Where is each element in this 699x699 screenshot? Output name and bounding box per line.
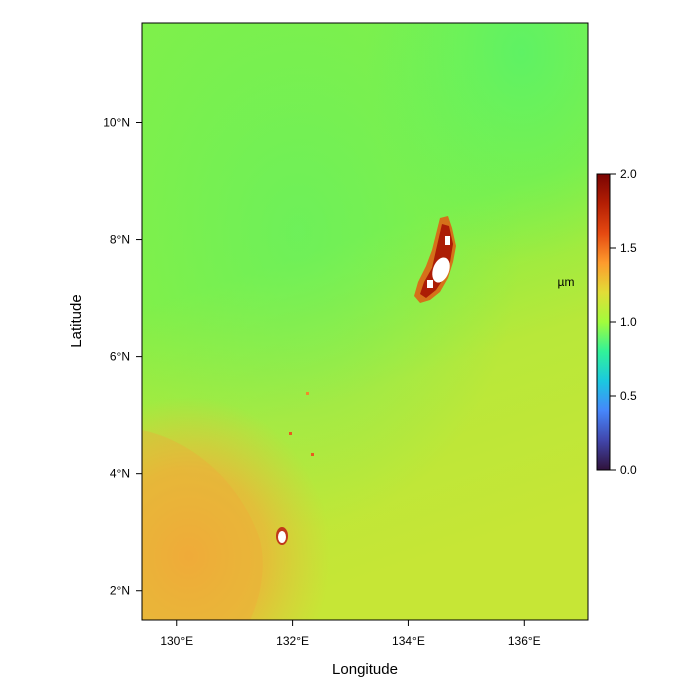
x-axis-title: Longitude bbox=[332, 661, 398, 678]
warm-region-southwest bbox=[142, 330, 401, 620]
x-tick-label: 130°E bbox=[160, 634, 193, 648]
island-south bbox=[276, 527, 288, 545]
hotspot-pixel bbox=[289, 432, 292, 435]
colorbar-ramp bbox=[597, 174, 610, 470]
y-tick-label: 4°N bbox=[110, 467, 130, 481]
colorbar-tick-label: 1.0 bbox=[620, 315, 637, 329]
hotspot-pixel bbox=[311, 453, 314, 456]
y-tick-label: 2°N bbox=[110, 584, 130, 598]
x-tick-label: 136°E bbox=[508, 634, 541, 648]
colorbar-tick-label: 0.5 bbox=[620, 389, 637, 403]
x-axis: 130°E 132°E 134°E 136°E bbox=[160, 620, 541, 648]
colorbar-ticks: 0.0 0.5 1.0 1.5 2.0 bbox=[610, 167, 637, 477]
colorbar: 0.0 0.5 1.0 1.5 2.0 µm bbox=[558, 167, 637, 477]
map-frame bbox=[141, 22, 589, 621]
island-palau-coast bbox=[420, 224, 453, 298]
colorbar-tick-label: 2.0 bbox=[620, 167, 637, 181]
island-palau bbox=[414, 216, 456, 303]
hotspot-pixel bbox=[306, 392, 309, 395]
island-south-land bbox=[278, 531, 286, 543]
y-axis: 2°N 4°N 6°N 8°N 10°N bbox=[103, 116, 142, 598]
x-tick-label: 134°E bbox=[392, 634, 425, 648]
map-panel bbox=[142, 23, 588, 620]
island-palau-land bbox=[432, 257, 450, 283]
island-palau-land-north bbox=[445, 236, 450, 245]
x-tick-label: 132°E bbox=[276, 634, 309, 648]
island-palau-land-south bbox=[427, 280, 433, 288]
y-tick-label: 8°N bbox=[110, 233, 130, 247]
colorbar-unit-label: µm bbox=[558, 275, 575, 289]
y-tick-label: 10°N bbox=[103, 116, 130, 130]
warm-core-southwest bbox=[142, 430, 263, 620]
colorbar-tick-label: 1.5 bbox=[620, 241, 637, 255]
colorbar-tick-label: 0.0 bbox=[620, 463, 637, 477]
y-tick-label: 6°N bbox=[110, 350, 130, 364]
y-axis-title: Latitude bbox=[68, 294, 85, 347]
